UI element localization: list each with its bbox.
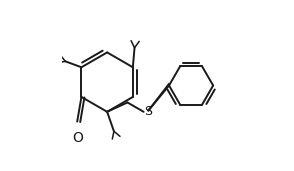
Text: S: S <box>144 105 153 118</box>
Text: O: O <box>72 131 83 145</box>
